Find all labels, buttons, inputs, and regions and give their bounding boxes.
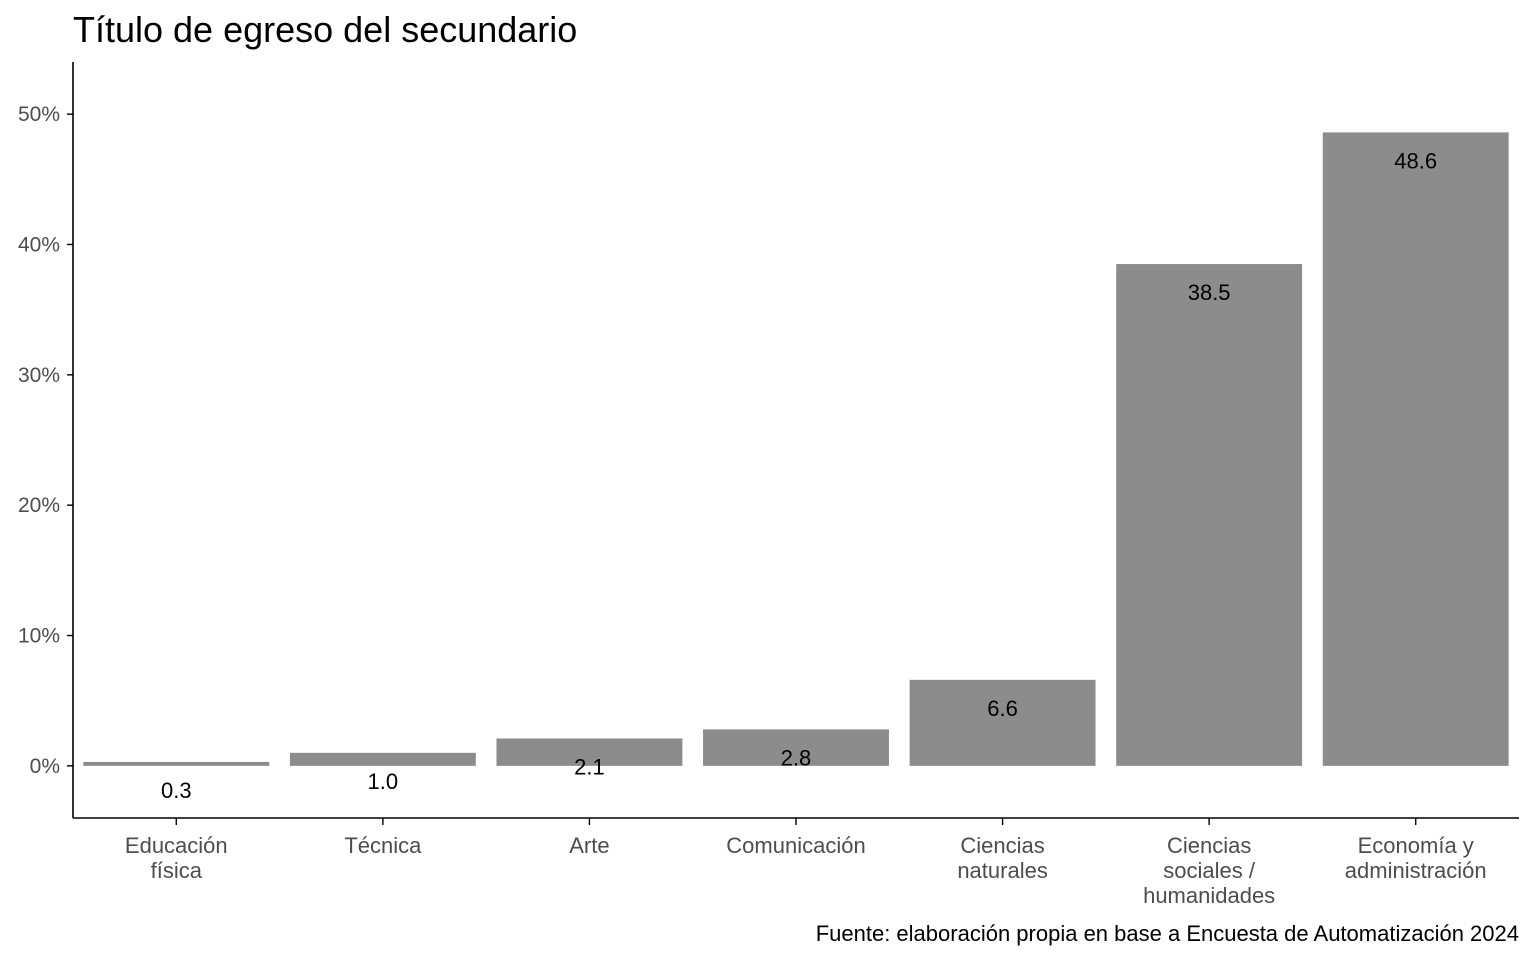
x-tick-label: Ciencias naturales xyxy=(957,833,1048,883)
y-tick-label: 0% xyxy=(30,755,60,778)
x-tick-label: Economía y administración xyxy=(1345,833,1487,883)
data-label: 0.3 xyxy=(161,778,192,803)
y-tick-label: 50% xyxy=(18,103,60,126)
x-tick-label-line: Educación xyxy=(125,833,228,858)
bar xyxy=(1322,132,1509,766)
x-tick-label-line: Comunicación xyxy=(726,833,865,858)
bar xyxy=(289,752,476,766)
bar xyxy=(1116,264,1303,766)
data-labels: 0.3 1.0 2.1 2.8 6.6 38.5 48.6 xyxy=(161,148,1437,803)
data-label: 6.6 xyxy=(987,696,1018,721)
data-label: 2.1 xyxy=(574,754,605,779)
y-tick-label: 10% xyxy=(18,625,60,648)
x-tick-label-line: sociales / xyxy=(1163,858,1256,883)
bar xyxy=(83,761,270,766)
data-label: 38.5 xyxy=(1188,280,1231,305)
x-tick-label-line: naturales xyxy=(957,858,1048,883)
y-tick-label: 20% xyxy=(18,494,60,517)
x-axis: Educación física Técnica Arte Comunicación Ci… xyxy=(73,817,1519,908)
data-label: 48.6 xyxy=(1394,148,1437,173)
x-tick-label: Técnica xyxy=(344,833,422,858)
bars xyxy=(83,132,1509,766)
x-tick-label-line: Ciencias xyxy=(1167,833,1251,858)
x-tick-label-line: física xyxy=(151,858,203,883)
bar xyxy=(909,679,1096,766)
x-tick-label-line: Técnica xyxy=(344,833,422,858)
x-tick-label: Arte xyxy=(569,833,609,858)
bar xyxy=(703,729,889,766)
data-label: 1.0 xyxy=(368,769,399,794)
chart-caption: Fuente: elaboración propia en base a Enc… xyxy=(816,921,1519,946)
y-tick-label: 40% xyxy=(18,233,60,256)
x-tick-label: Ciencias sociales / humanidades xyxy=(1143,833,1275,908)
x-tick-label-line: Arte xyxy=(569,833,609,858)
y-tick-label: 30% xyxy=(18,364,60,387)
data-label: 2.8 xyxy=(781,745,812,770)
x-tick-label-line: Economía y xyxy=(1358,833,1474,858)
x-tick-label: Comunicación xyxy=(726,833,865,858)
bar xyxy=(496,738,683,766)
chart-title: Título de egreso del secundario xyxy=(73,9,577,50)
x-tick-label-line: administración xyxy=(1345,858,1487,883)
x-tick-label-line: Ciencias xyxy=(960,833,1044,858)
x-tick-label: Educación física xyxy=(125,833,228,883)
y-axis: 0% 10% 20% 30% 40% 50% xyxy=(18,62,74,818)
x-tick-label-line: humanidades xyxy=(1143,883,1275,908)
